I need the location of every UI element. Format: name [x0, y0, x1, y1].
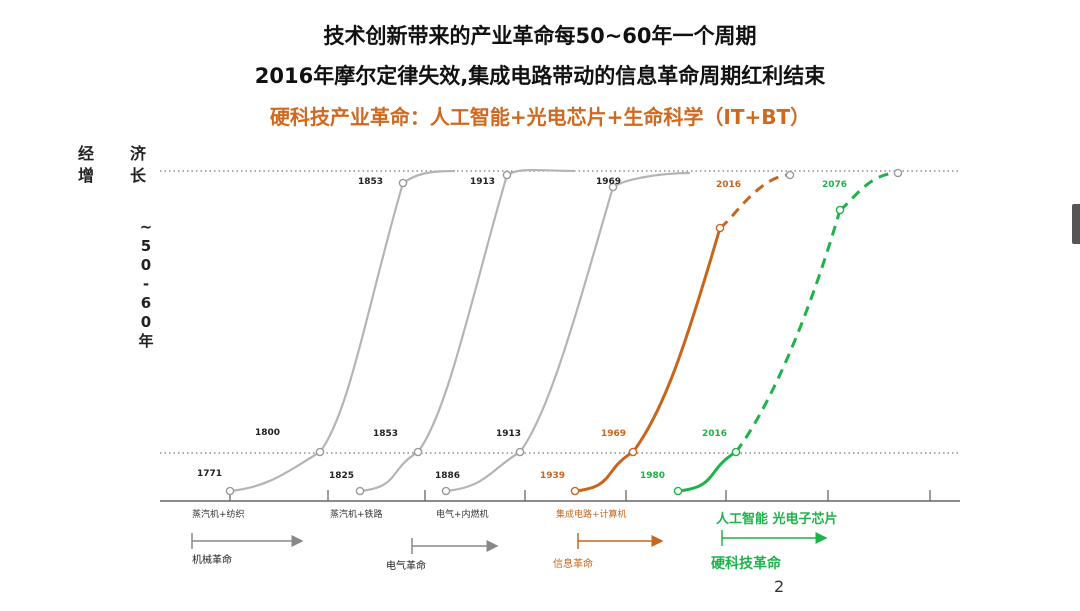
- page-number: 2: [774, 577, 784, 596]
- wave-5-end-point: [893, 168, 903, 178]
- wave-3-top-point: [608, 182, 618, 192]
- wave-1-mid-year: 1800: [255, 428, 280, 438]
- wave-4-rise-curve: [631, 227, 722, 453]
- wave-2-rise-curve: [417, 174, 509, 453]
- wave-1-top-curve: [402, 169, 456, 184]
- wave-4-end-point: [785, 170, 795, 180]
- wave-1-caption: 蒸汽机+纺织: [192, 508, 245, 520]
- wave-1-top-year: 1853: [358, 177, 383, 187]
- wave-3-lower-curve: [445, 451, 521, 493]
- wave-4-mid-year: 1969: [601, 429, 626, 439]
- wave-5-lower-curve: [677, 450, 737, 493]
- wave-4-era-label: 信息革命: [553, 557, 593, 570]
- y-axis-label-b: 济长: [130, 144, 147, 185]
- wave-2-lower-curve: [359, 451, 419, 493]
- wave-2-top-curve: [506, 168, 576, 176]
- wave-3-top-year: 1969: [596, 177, 621, 187]
- wave-5-low-point: [673, 486, 683, 496]
- title-line-3: 硬科技产业革命：人工智能+光电芯片+生命科学（IT+BT）: [269, 105, 811, 129]
- y-axis-label-a: 经增: [78, 144, 95, 185]
- wave-5-era-label: 硬科技革命: [711, 555, 782, 572]
- wave-5-mid-year: 2016: [702, 429, 727, 439]
- wave-5-low-year: 1980: [640, 471, 665, 481]
- wave-5-top-curve: [839, 171, 899, 212]
- wave-3-low-point: [441, 486, 451, 496]
- wave-2-top-point: [502, 170, 512, 180]
- wave-2-mid-year: 1853: [373, 429, 398, 439]
- wave-4-low-point: [570, 486, 580, 496]
- wave-5-caption: 人工智能 光电子芯片: [716, 511, 838, 527]
- wave-4-mid-point: [628, 447, 638, 457]
- wave-5-top-point: [835, 205, 845, 215]
- wave-2-low-year: 1825: [329, 471, 354, 481]
- wave-2-era-label: 电气革命: [386, 559, 426, 572]
- wave-3-rise-curve: [519, 186, 615, 453]
- wave-1-low-year: 1771: [197, 469, 222, 479]
- wave-3-mid-year: 1913: [496, 429, 521, 439]
- wave-5-mid-point: [731, 447, 741, 457]
- wave-3-low-year: 1886: [435, 471, 460, 481]
- wave-1-lower-curve: [229, 451, 321, 493]
- wave-5-rise-curve: [734, 209, 842, 453]
- wave-4-top-point: [715, 223, 725, 233]
- wave-3-mid-point: [515, 447, 525, 457]
- scroll-tab[interactable]: [1072, 204, 1080, 244]
- wave-4-low-year: 1939: [540, 471, 565, 481]
- title-line-1: 技术创新带来的产业革命每50~60年一个周期: [323, 24, 757, 48]
- wave-2-mid-point: [413, 447, 423, 457]
- wave-4-top-curve: [719, 173, 791, 230]
- wave-2-low-point: [355, 486, 365, 496]
- wave-4-caption: 集成电路+计算机: [556, 508, 627, 520]
- wave-1-top-point: [398, 178, 408, 188]
- wave-2-top-year: 1913: [470, 177, 495, 187]
- wave-1-rise-curve: [319, 182, 405, 453]
- wave-4-lower-curve: [574, 450, 634, 493]
- wave-3-caption: 电气+内燃机: [436, 508, 489, 520]
- wave-4-top-year: 2016: [716, 180, 741, 190]
- wave-3-top-curve: [612, 171, 691, 188]
- wave-1-era-label: 机械革命: [192, 553, 232, 566]
- wave-5-top-year: 2076: [822, 180, 847, 190]
- wave-1-low-point: [225, 486, 235, 496]
- wave-2-caption: 蒸汽机+铁路: [330, 508, 383, 520]
- title-line-2: 2016年摩尔定律失效,集成电路带动的信息革命周期红利结束: [254, 64, 826, 88]
- wave-1-mid-point: [315, 447, 325, 457]
- y-axis-label-period: ~5 0-6 0 年: [138, 218, 154, 350]
